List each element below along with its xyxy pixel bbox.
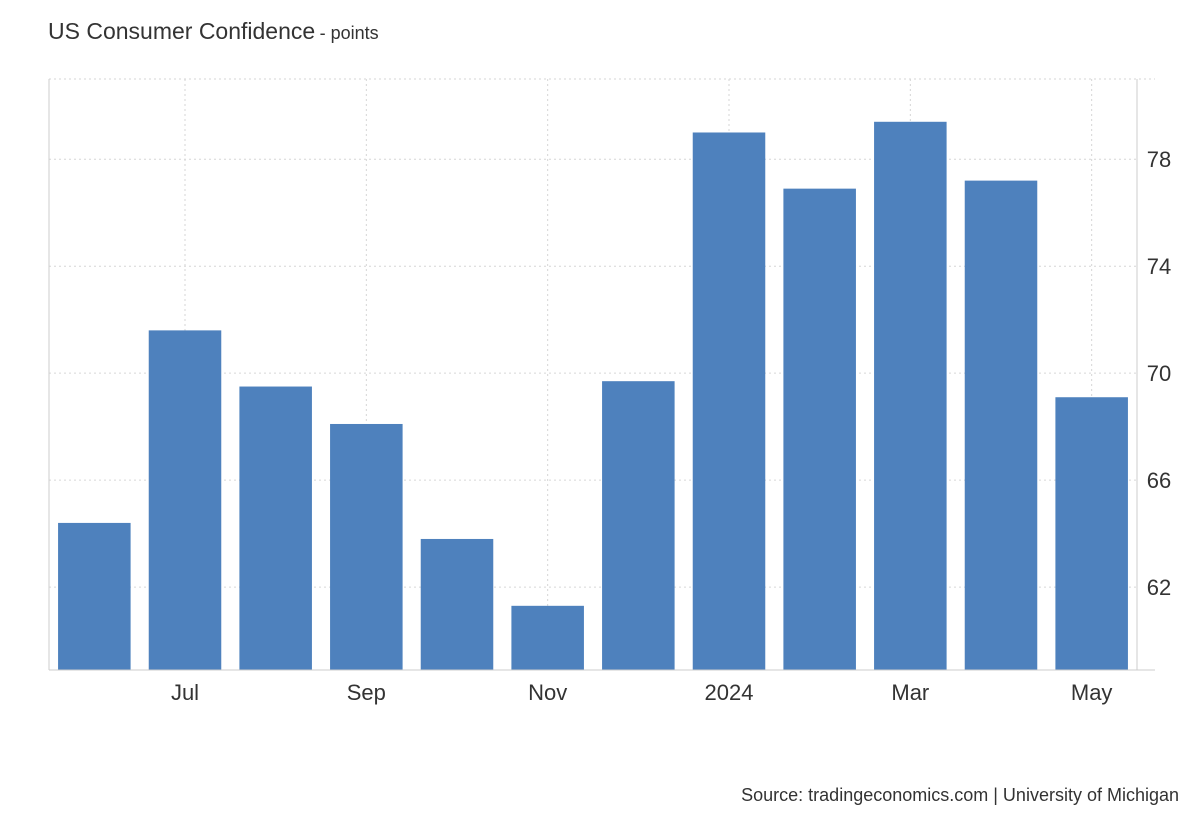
- bar-2: [239, 386, 312, 670]
- bar-0: [58, 522, 131, 670]
- bar-1: [148, 330, 222, 670]
- bar-4: [420, 538, 494, 670]
- bars: [58, 121, 1128, 671]
- x-tick-label-may: May: [1071, 680, 1113, 705]
- bar-chart: 62 66 70 74 78 Jul Sep Nov 2024 Mar May: [48, 78, 1171, 705]
- bar-3: [330, 423, 403, 670]
- chart-title: US Consumer Confidence: [48, 18, 316, 44]
- source-note: Source: tradingeconomics.com | Universit…: [741, 785, 1179, 805]
- x-tick-label-jul: Jul: [171, 680, 199, 705]
- x-axis-labels: Jul Sep Nov 2024 Mar May: [171, 680, 1113, 705]
- bar-7: [692, 132, 766, 671]
- axes: [48, 79, 1155, 671]
- x-tick-label-mar: Mar: [891, 680, 929, 705]
- y-tick-label-66: 66: [1147, 468, 1171, 493]
- chart-subtitle: - points: [319, 23, 379, 43]
- y-tick-label-74: 74: [1147, 254, 1171, 279]
- bar-6: [602, 381, 675, 670]
- chart-title-row: US Consumer Confidence - points: [48, 18, 379, 45]
- y-tick-label-70: 70: [1147, 361, 1171, 386]
- y-tick-label-78: 78: [1147, 147, 1171, 172]
- bar-5: [511, 605, 584, 670]
- bar-11: [1055, 397, 1128, 670]
- bar-10: [964, 180, 1038, 670]
- bar-8: [783, 188, 856, 671]
- y-axis-labels: 62 66 70 74 78: [1147, 147, 1171, 600]
- x-tick-label-2024: 2024: [705, 680, 754, 705]
- bar-9: [874, 121, 947, 670]
- x-tick-label-nov: Nov: [528, 680, 567, 705]
- x-tick-label-sep: Sep: [347, 680, 386, 705]
- y-tick-label-62: 62: [1147, 575, 1171, 600]
